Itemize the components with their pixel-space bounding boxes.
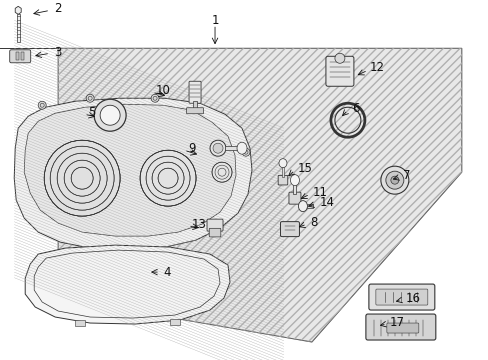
Bar xyxy=(17,14,20,42)
Bar xyxy=(16,52,19,60)
FancyBboxPatch shape xyxy=(280,222,299,237)
FancyBboxPatch shape xyxy=(365,314,435,340)
Text: 14: 14 xyxy=(319,195,334,209)
Text: 7: 7 xyxy=(402,169,409,182)
Circle shape xyxy=(242,148,249,156)
Bar xyxy=(306,204,312,208)
Text: 10: 10 xyxy=(156,84,171,97)
FancyBboxPatch shape xyxy=(386,323,418,333)
Bar xyxy=(75,320,85,326)
Text: 6: 6 xyxy=(351,102,359,115)
FancyBboxPatch shape xyxy=(325,56,353,86)
Text: 15: 15 xyxy=(297,162,312,175)
Text: 5: 5 xyxy=(88,106,95,119)
Circle shape xyxy=(94,99,126,131)
Circle shape xyxy=(385,171,403,189)
FancyBboxPatch shape xyxy=(206,219,223,231)
FancyBboxPatch shape xyxy=(10,50,31,63)
Text: 1: 1 xyxy=(211,14,218,27)
Text: 4: 4 xyxy=(163,266,170,279)
Bar xyxy=(193,101,197,109)
Polygon shape xyxy=(58,48,461,342)
Circle shape xyxy=(151,94,159,102)
Circle shape xyxy=(212,162,231,182)
Text: 9: 9 xyxy=(188,142,195,155)
Text: 3: 3 xyxy=(54,46,61,59)
FancyBboxPatch shape xyxy=(375,289,427,305)
Ellipse shape xyxy=(237,142,246,154)
Circle shape xyxy=(210,140,225,156)
FancyBboxPatch shape xyxy=(368,284,434,310)
Circle shape xyxy=(390,176,398,184)
Bar xyxy=(281,167,284,177)
Ellipse shape xyxy=(278,159,286,168)
Circle shape xyxy=(44,140,120,216)
Text: 17: 17 xyxy=(389,315,404,329)
Bar xyxy=(21,52,24,60)
Polygon shape xyxy=(24,104,236,236)
FancyBboxPatch shape xyxy=(288,192,300,204)
Polygon shape xyxy=(15,6,21,14)
Circle shape xyxy=(100,105,120,125)
Ellipse shape xyxy=(298,201,307,212)
Polygon shape xyxy=(25,245,229,324)
Circle shape xyxy=(213,143,223,153)
Circle shape xyxy=(140,150,196,206)
FancyBboxPatch shape xyxy=(186,108,203,114)
Text: 16: 16 xyxy=(405,292,420,305)
Text: 8: 8 xyxy=(309,216,317,229)
Circle shape xyxy=(380,166,408,194)
Ellipse shape xyxy=(290,175,299,186)
FancyBboxPatch shape xyxy=(209,228,221,237)
Text: 11: 11 xyxy=(312,186,327,199)
Text: 12: 12 xyxy=(369,61,384,74)
Text: 13: 13 xyxy=(192,218,206,231)
Text: 2: 2 xyxy=(54,2,61,15)
Bar xyxy=(224,146,237,150)
Circle shape xyxy=(86,94,94,102)
Polygon shape xyxy=(14,98,251,250)
Circle shape xyxy=(334,53,344,63)
Circle shape xyxy=(38,101,46,109)
Bar xyxy=(170,319,180,325)
FancyBboxPatch shape xyxy=(278,175,287,185)
Bar xyxy=(293,184,296,194)
FancyBboxPatch shape xyxy=(189,81,201,103)
